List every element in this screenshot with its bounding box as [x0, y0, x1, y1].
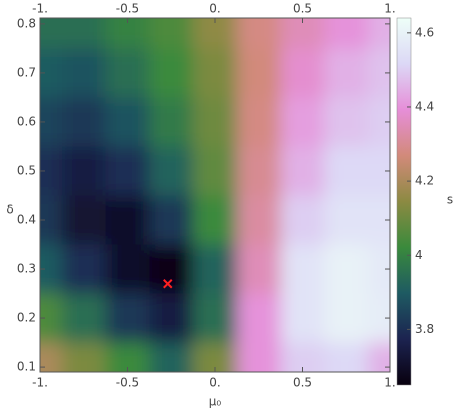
density-cell	[149, 97, 195, 148]
marker	[163, 279, 173, 289]
density-cell	[236, 293, 282, 344]
density-cell	[368, 244, 390, 295]
density-cell	[149, 146, 195, 197]
density-cell	[193, 244, 238, 295]
density-cell	[368, 48, 390, 99]
density-cell	[324, 195, 370, 246]
colorbar-tick-label: 4.4	[415, 99, 434, 113]
x-tick-label-top: 0.5	[293, 2, 312, 16]
density-cell	[40, 48, 63, 99]
density-cell	[280, 48, 326, 99]
density-cell	[236, 18, 282, 50]
density-cell	[105, 18, 151, 50]
x-tick-label: -0.5	[116, 376, 139, 390]
density-cell	[61, 195, 107, 246]
density-cell	[149, 244, 195, 295]
density-cell	[105, 293, 151, 344]
density-cell	[368, 146, 390, 197]
density-cell	[61, 244, 107, 295]
density-cell	[280, 146, 326, 197]
density-cell	[236, 244, 282, 295]
density-cell	[40, 146, 63, 197]
density-cell	[193, 97, 238, 148]
density-cell	[40, 195, 63, 246]
density-cell	[368, 293, 390, 344]
density-cell	[280, 18, 326, 50]
density-cell	[193, 195, 238, 246]
density-cell	[61, 342, 107, 372]
density-cell	[193, 293, 238, 344]
density-cell	[368, 97, 390, 148]
density-cell	[236, 146, 282, 197]
density-cell	[280, 244, 326, 295]
density-cell	[105, 195, 151, 246]
density-cell	[324, 342, 370, 372]
y-tick-label: 0.5	[17, 163, 36, 177]
density-cell	[236, 97, 282, 148]
colorbar-tick-label: 4.6	[415, 25, 434, 39]
density-field	[40, 18, 390, 372]
density-cell	[61, 146, 107, 197]
density-cell	[40, 18, 63, 50]
y-tick-label: 0.3	[17, 262, 36, 276]
density-cell	[236, 48, 282, 99]
density-cell	[149, 195, 195, 246]
density-cell	[105, 244, 151, 295]
density-cell	[40, 97, 63, 148]
y-tick-label: 0.4	[17, 213, 36, 227]
density-cell	[61, 293, 107, 344]
x-tick-label-top: 0.	[209, 2, 220, 16]
colorbar-tick-label: 4	[415, 248, 423, 262]
density-cell	[280, 293, 326, 344]
density-cell	[324, 97, 370, 148]
density-cell	[324, 293, 370, 344]
density-cell	[61, 97, 107, 148]
density-cell	[61, 48, 107, 99]
y-tick-label: 0.1	[17, 360, 36, 374]
density-cell	[193, 146, 238, 197]
density-cell	[324, 244, 370, 295]
density-cell	[193, 48, 238, 99]
density-cell	[105, 146, 151, 197]
x-tick-label-top: -1.	[32, 2, 48, 16]
x-tick-label: 1.	[384, 376, 395, 390]
density-cell	[149, 293, 195, 344]
y-tick-label: 0.8	[17, 16, 36, 30]
density-cell	[149, 18, 195, 50]
y-tick-label: 0.2	[17, 311, 36, 325]
density-cell	[368, 342, 390, 372]
colorbar	[396, 17, 412, 386]
colorbar-tick-label: 3.8	[415, 322, 434, 336]
y-axis-label: δ	[6, 203, 13, 217]
density-cell	[193, 18, 238, 50]
density-cell	[324, 18, 370, 50]
density-cell	[149, 342, 195, 372]
y-tick-label: 0.6	[17, 114, 36, 128]
density-cell	[40, 244, 63, 295]
density-cell	[40, 293, 63, 344]
density-cell	[236, 342, 282, 372]
density-cell	[105, 48, 151, 99]
y-tick-label: 0.7	[17, 65, 36, 79]
density-cell	[324, 48, 370, 99]
density-cell	[368, 195, 390, 246]
density-cell	[280, 195, 326, 246]
x-tick-label: -1.	[32, 376, 48, 390]
density-cell	[368, 18, 390, 50]
x-tick-label: 0.5	[293, 376, 312, 390]
colorbar-tick-label: 4.2	[415, 174, 434, 188]
x-tick-label: 0.	[209, 376, 220, 390]
density-cell	[280, 97, 326, 148]
x-axis-label: μ₀	[209, 395, 222, 409]
density-cell	[105, 97, 151, 148]
colorbar-label: s	[447, 193, 453, 207]
density-cell	[236, 195, 282, 246]
density-cell	[149, 48, 195, 99]
density-cell	[61, 18, 107, 50]
x-tick-label-top: 1.	[384, 2, 395, 16]
x-tick-label-top: -0.5	[116, 2, 139, 16]
density-cell	[40, 342, 63, 372]
density-cell	[324, 146, 370, 197]
